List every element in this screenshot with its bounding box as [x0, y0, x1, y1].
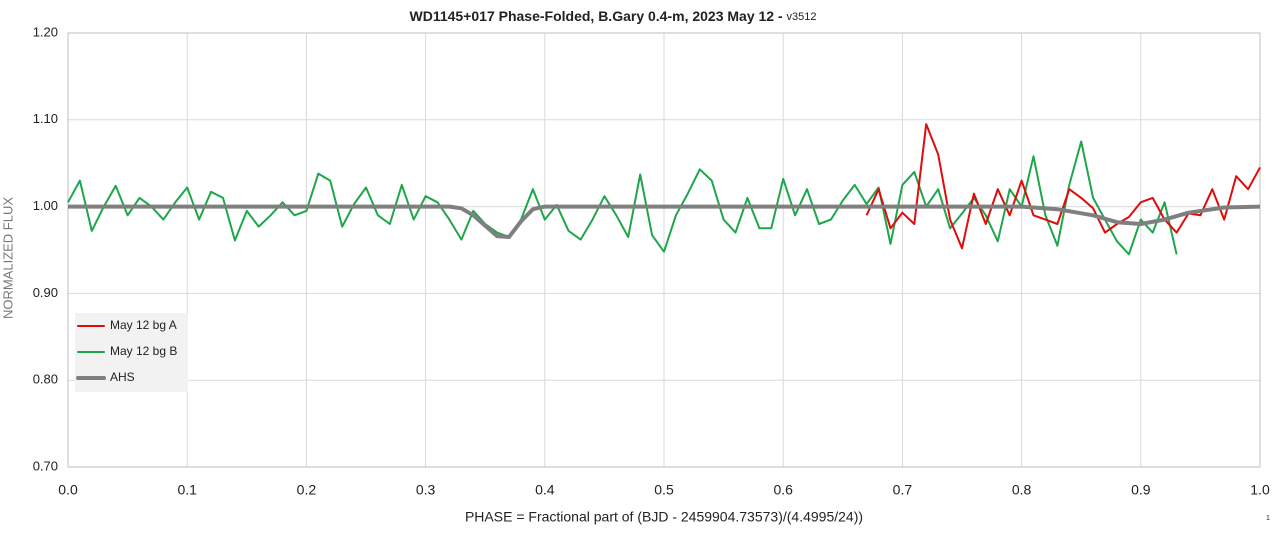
legend-label: AHS: [110, 370, 135, 384]
legend-label: May 12 bg B: [110, 344, 177, 358]
y-axis-label: NORMALIZED FLUX: [0, 197, 15, 319]
x-tick-label: 0.4: [535, 482, 555, 498]
footnote: 1: [1266, 515, 1270, 522]
x-tick-label: 0.0: [58, 482, 78, 498]
legend-label: May 12 bg A: [110, 318, 177, 332]
y-tick-label: 0.70: [33, 458, 58, 473]
x-tick-label: 0.2: [297, 482, 317, 498]
x-tick-label: 0.3: [416, 482, 436, 498]
series-line: [67, 140, 1178, 256]
x-tick-label: 0.6: [773, 482, 793, 498]
series-line: [865, 123, 1261, 250]
title: WD1145+017 Phase-Folded, B.Gary 0.4-m, 2…: [410, 8, 787, 24]
x-tick-label: 0.5: [654, 482, 674, 498]
x-tick-label: 0.7: [893, 482, 913, 498]
y-tick-label: 0.80: [33, 372, 58, 387]
plot-border: [67, 32, 1261, 468]
y-tick-label: 1.10: [33, 111, 58, 126]
x-tick-label: 1.0: [1250, 482, 1270, 498]
legend: May 12 bg A May 12 bg B AHS: [75, 313, 188, 392]
x-axis-label: PHASE = Fractional part of (BJD - 245990…: [465, 509, 863, 525]
plot-area: [67, 123, 1261, 256]
y-tick-label: 0.90: [33, 285, 58, 300]
y-tick-label: 1.20: [33, 24, 58, 39]
x-tick-label: 0.1: [177, 482, 197, 498]
x-tick-label: 0.8: [1012, 482, 1032, 498]
grid: 0.70 0.80 0.90 1.00 1.10 1.20 0.0 0.1 0.2 0.3 0.4 0…: [33, 24, 1270, 497]
chart-title: WD1145+017 Phase-Folded, B.Gary 0.4-m, 2…: [410, 8, 817, 24]
x-tick-label: 0.9: [1131, 482, 1151, 498]
y-tick-label: 1.00: [33, 198, 58, 213]
subtitle: v3512: [787, 11, 817, 23]
series-line: [68, 204, 1261, 239]
